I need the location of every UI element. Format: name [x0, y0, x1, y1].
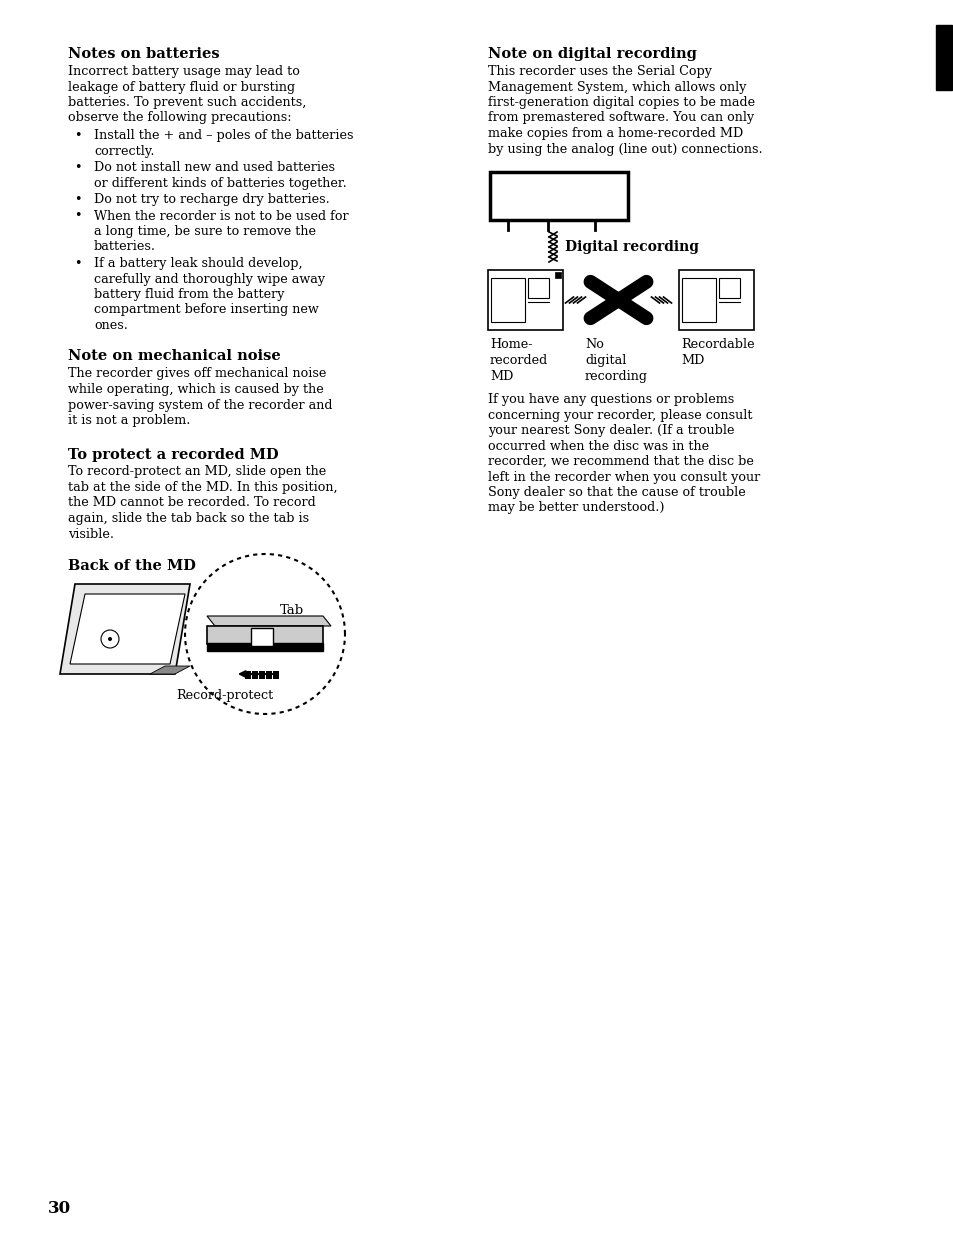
Bar: [718, 279, 739, 298]
Text: Back of the MD: Back of the MD: [68, 559, 195, 573]
Text: •: •: [74, 210, 82, 222]
Text: Incorrect battery usage may lead to: Incorrect battery usage may lead to: [68, 65, 299, 78]
Text: ones.: ones.: [94, 319, 128, 332]
Text: power-saving system of the recorder and: power-saving system of the recorder and: [68, 398, 333, 412]
Bar: [527, 279, 548, 298]
Text: concerning your recorder, please consult: concerning your recorder, please consult: [488, 408, 752, 422]
Text: recorder, we recommend that the disc be: recorder, we recommend that the disc be: [488, 455, 753, 469]
Text: Digital recording: Digital recording: [564, 240, 699, 254]
Text: CD player, MD
player, etc.: CD player, MD player, etc.: [497, 184, 600, 215]
Bar: [273, 671, 278, 679]
Text: To record-protect an MD, slide open the: To record-protect an MD, slide open the: [68, 466, 326, 478]
Text: If a battery leak should develop,: If a battery leak should develop,: [94, 256, 302, 270]
Text: •: •: [74, 129, 82, 142]
Text: Note on mechanical noise: Note on mechanical noise: [68, 349, 280, 364]
Text: visible.: visible.: [68, 528, 113, 540]
Text: •: •: [74, 162, 82, 174]
Bar: [681, 279, 715, 322]
Bar: [266, 671, 272, 679]
Text: This recorder uses the Serial Copy: This recorder uses the Serial Copy: [488, 65, 711, 78]
Polygon shape: [150, 666, 190, 674]
Text: •: •: [74, 256, 82, 270]
Text: batteries. To prevent such accidents,: batteries. To prevent such accidents,: [68, 96, 306, 109]
Circle shape: [101, 630, 119, 649]
Text: by using the analog (line out) connections.: by using the analog (line out) connectio…: [488, 143, 761, 155]
Bar: [679, 270, 753, 330]
Bar: [207, 642, 323, 651]
Text: while operating, which is caused by the: while operating, which is caused by the: [68, 383, 323, 396]
Text: carefully and thoroughly wipe away: carefully and thoroughly wipe away: [94, 272, 325, 286]
Polygon shape: [207, 616, 331, 626]
Text: leakage of battery fluid or bursting: leakage of battery fluid or bursting: [68, 80, 294, 94]
Polygon shape: [207, 626, 323, 644]
Bar: [252, 671, 257, 679]
Text: may be better understood.): may be better understood.): [488, 502, 664, 514]
Circle shape: [108, 637, 112, 641]
Text: first-generation digital copies to be made: first-generation digital copies to be ma…: [488, 96, 755, 109]
Text: correctly.: correctly.: [94, 144, 154, 158]
Text: Do not try to recharge dry batteries.: Do not try to recharge dry batteries.: [94, 194, 330, 206]
Text: left in the recorder when you consult your: left in the recorder when you consult yo…: [488, 471, 760, 483]
Text: occurred when the disc was in the: occurred when the disc was in the: [488, 439, 708, 453]
Text: the MD cannot be recorded. To record: the MD cannot be recorded. To record: [68, 497, 315, 509]
Polygon shape: [70, 594, 185, 665]
Text: Record-protect: Record-protect: [176, 689, 274, 702]
Text: Notes on batteries: Notes on batteries: [68, 47, 219, 60]
Text: Home-
recorded
MD: Home- recorded MD: [490, 338, 548, 383]
Text: Sony dealer so that the cause of trouble: Sony dealer so that the cause of trouble: [488, 486, 745, 499]
Bar: [555, 272, 560, 277]
Text: To protect a recorded MD: To protect a recorded MD: [68, 448, 278, 461]
Text: Install the + and – poles of the batteries: Install the + and – poles of the batteri…: [94, 129, 354, 142]
Bar: [491, 279, 524, 322]
Polygon shape: [60, 584, 190, 674]
Text: it is not a problem.: it is not a problem.: [68, 414, 191, 427]
Text: The recorder gives off mechanical noise: The recorder gives off mechanical noise: [68, 367, 326, 381]
Bar: [258, 671, 265, 679]
Text: 30: 30: [48, 1200, 71, 1217]
Text: •: •: [74, 194, 82, 206]
Text: battery fluid from the battery: battery fluid from the battery: [94, 289, 284, 301]
Text: Note on digital recording: Note on digital recording: [488, 47, 696, 60]
Bar: [935, 25, 951, 90]
Text: No
digital
recording: No digital recording: [584, 338, 647, 383]
Bar: [245, 671, 251, 679]
Text: compartment before inserting new: compartment before inserting new: [94, 303, 318, 317]
Text: observe the following precautions:: observe the following precautions:: [68, 111, 292, 125]
Text: your nearest Sony dealer. (If a trouble: your nearest Sony dealer. (If a trouble: [488, 424, 734, 436]
Text: If you have any questions or problems: If you have any questions or problems: [488, 393, 734, 406]
Text: make copies from a home-recorded MD: make copies from a home-recorded MD: [488, 127, 742, 141]
Text: or different kinds of batteries together.: or different kinds of batteries together…: [94, 176, 346, 190]
Text: from premastered software. You can only: from premastered software. You can only: [488, 111, 754, 125]
Bar: [251, 628, 273, 646]
Bar: [488, 270, 562, 330]
Text: batteries.: batteries.: [94, 240, 156, 254]
Text: Tab: Tab: [280, 604, 304, 616]
Text: Management System, which allows only: Management System, which allows only: [488, 80, 745, 94]
Text: a long time, be sure to remove the: a long time, be sure to remove the: [94, 224, 315, 238]
Text: tab at the side of the MD. In this position,: tab at the side of the MD. In this posit…: [68, 481, 337, 494]
Text: Recordable
MD: Recordable MD: [680, 338, 754, 367]
Text: Do not install new and used batteries: Do not install new and used batteries: [94, 162, 335, 174]
Bar: [490, 171, 627, 219]
Text: again, slide the tab back so the tab is: again, slide the tab back so the tab is: [68, 512, 309, 525]
Text: When the recorder is not to be used for: When the recorder is not to be used for: [94, 210, 348, 222]
